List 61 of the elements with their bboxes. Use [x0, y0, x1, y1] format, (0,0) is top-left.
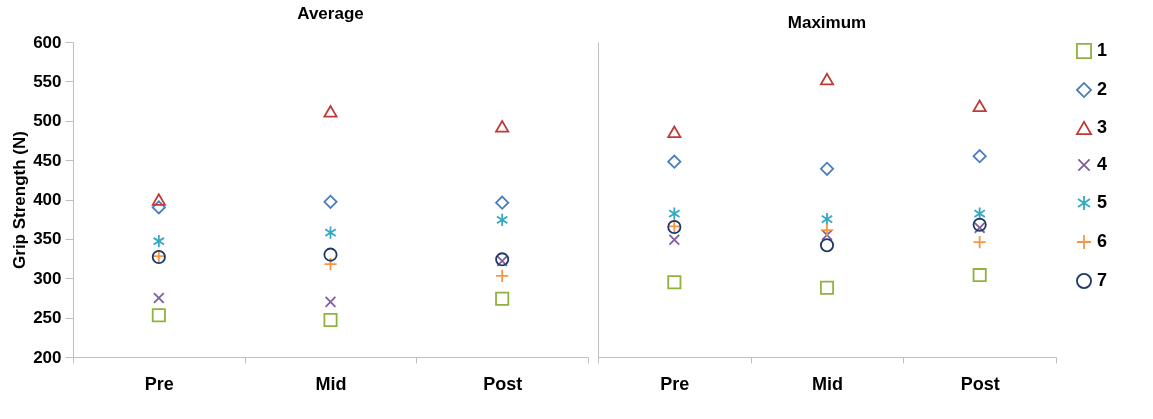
point — [819, 238, 835, 253]
y-tick-label: 250 — [33, 308, 62, 328]
y-tick-label: 350 — [33, 229, 62, 249]
y-axis-title: Grip Strength (N) — [10, 131, 30, 269]
point — [667, 125, 682, 138]
point — [495, 195, 510, 210]
point — [820, 212, 834, 227]
point — [972, 149, 987, 164]
point — [973, 206, 986, 221]
legend-label: 3 — [1097, 117, 1108, 137]
point — [323, 257, 338, 272]
point — [151, 308, 166, 323]
legend-label: 6 — [1097, 231, 1108, 251]
point — [323, 247, 338, 262]
point — [152, 234, 165, 249]
point — [495, 120, 510, 133]
point — [972, 99, 987, 112]
point — [821, 229, 833, 241]
point — [323, 194, 338, 209]
point — [153, 292, 165, 304]
point — [323, 312, 338, 328]
point — [972, 217, 987, 232]
point — [496, 212, 509, 227]
point — [151, 200, 166, 215]
point — [151, 193, 166, 206]
point — [819, 72, 835, 86]
x-tick-label: Mid — [315, 373, 347, 394]
legend-label: 5 — [1097, 192, 1108, 212]
y-tick-label: 600 — [33, 32, 62, 52]
point — [667, 154, 682, 169]
x-tick-label: Post — [960, 373, 1000, 394]
point — [819, 223, 835, 238]
legend-label: 1 — [1097, 40, 1108, 60]
y-tick-label: 450 — [33, 150, 62, 170]
point — [819, 161, 835, 176]
point — [323, 105, 338, 118]
point — [972, 268, 987, 283]
point — [495, 291, 510, 306]
legend-label: 2 — [1097, 79, 1108, 99]
y-tick-label: 550 — [33, 71, 62, 91]
point — [668, 206, 681, 221]
x-tick-label: Pre — [660, 373, 690, 394]
point — [972, 235, 987, 250]
point — [819, 280, 835, 295]
point — [668, 233, 681, 246]
legend-label: 4 — [1097, 154, 1108, 174]
y-tick-label: 300 — [33, 268, 62, 288]
point — [324, 296, 337, 308]
chart-title: Maximum — [787, 13, 867, 32]
y-tick-label: 200 — [33, 347, 62, 367]
point — [973, 222, 986, 234]
y-tick-label: 400 — [33, 190, 62, 209]
point — [324, 225, 337, 240]
point — [495, 268, 510, 283]
point — [667, 275, 682, 290]
y-tick-label: 500 — [33, 111, 62, 131]
x-tick-label: Mid — [812, 373, 843, 394]
chart-title: Average — [297, 4, 364, 23]
x-tick-label: Post — [483, 373, 523, 394]
legend-label: 7 — [1097, 270, 1108, 290]
x-tick-label: Pre — [144, 373, 174, 394]
